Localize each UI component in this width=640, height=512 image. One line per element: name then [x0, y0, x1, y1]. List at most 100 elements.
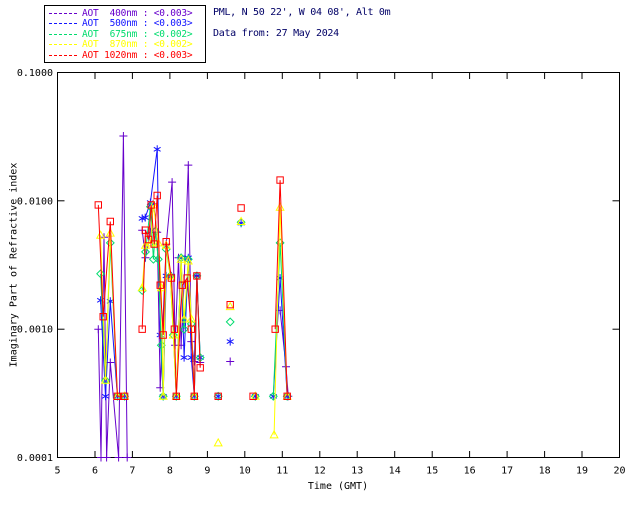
- x-tick-label: 5: [54, 466, 60, 477]
- triangle-marker: [176, 254, 186, 263]
- triangle-marker: [225, 301, 235, 311]
- square-marker: [172, 392, 180, 400]
- x-axis-title: Time (GMT): [307, 481, 369, 492]
- square-marker: [120, 392, 129, 400]
- triangle-marker: [275, 202, 285, 211]
- triangle-marker: [105, 228, 115, 237]
- square-marker: [113, 392, 122, 400]
- plus-marker: [123, 453, 132, 462]
- square-marker: [144, 235, 153, 244]
- diamond-marker: [213, 391, 223, 401]
- square-marker: [141, 226, 150, 234]
- x-tick-label: 19: [576, 466, 588, 477]
- square-marker: [94, 201, 102, 209]
- asterisk-marker: [187, 353, 195, 362]
- square-marker: [147, 201, 155, 209]
- triangle-marker: [183, 255, 193, 265]
- x-tick-label: 10: [239, 466, 251, 477]
- triangle-marker: [269, 429, 279, 439]
- square-marker: [153, 191, 161, 200]
- series-line: [97, 204, 125, 397]
- square-marker: [150, 240, 158, 248]
- plot-frame: [57, 72, 620, 458]
- asterisk-marker: [226, 337, 234, 346]
- legend-item-label: AOT 1020nm : <0.003>: [82, 49, 193, 61]
- diamond-marker: [112, 391, 122, 401]
- square-marker: [193, 272, 201, 280]
- diamond-marker: [275, 238, 285, 248]
- x-tick-label: 12: [314, 466, 326, 477]
- x-tick-label: 6: [92, 466, 98, 477]
- square-marker: [170, 325, 179, 333]
- legend-line-swatch: [49, 44, 77, 45]
- legend-item-aot-400nm: AOT 400nm : <0.003>: [49, 8, 202, 19]
- triangle-marker: [100, 375, 111, 384]
- y-tick-label: 0.0100: [17, 196, 53, 207]
- square-marker: [156, 281, 164, 289]
- square-marker: [276, 176, 284, 184]
- square-marker: [214, 392, 222, 400]
- diamond-marker: [100, 375, 111, 385]
- y-tick-label: 0.0010: [17, 325, 53, 336]
- x-tick-label: 15: [426, 466, 438, 477]
- series-aot-1020nm: [94, 176, 291, 400]
- legend-item-aot-675nm: AOT 675nm : <0.002>: [49, 29, 202, 40]
- square-marker: [187, 325, 195, 333]
- square-marker: [162, 238, 170, 246]
- square-marker: [271, 325, 279, 333]
- legend-line-swatch: [49, 33, 77, 35]
- plus-marker: [184, 161, 193, 170]
- x-tick-label: 7: [129, 466, 135, 477]
- x-tick-label: 14: [389, 466, 401, 477]
- square-marker: [159, 331, 167, 339]
- plus-marker: [102, 453, 111, 462]
- square-marker: [183, 274, 191, 282]
- square-marker: [283, 392, 291, 400]
- triangle-marker: [158, 391, 168, 400]
- x-tick-label: 13: [351, 466, 363, 477]
- series-line: [273, 207, 288, 435]
- legend-item-label: AOT 870nm : <0.002>: [82, 39, 193, 50]
- data-date: Data from: 27 May 2024: [213, 28, 339, 39]
- diamond-marker: [225, 317, 235, 327]
- diamond-marker: [179, 324, 189, 334]
- square-marker: [178, 281, 186, 289]
- legend-item-label: AOT 500nm : <0.003>: [82, 18, 193, 29]
- x-tick-label: 9: [204, 466, 210, 477]
- triangle-marker: [213, 437, 223, 447]
- legend-item-aot-1020nm: AOT 1020nm : <0.003>: [49, 49, 202, 61]
- diamond-marker: [140, 247, 151, 257]
- triangle-marker: [236, 216, 246, 225]
- x-tick-label: 8: [167, 466, 173, 477]
- y-tick-label: 0.0001: [17, 453, 53, 464]
- triangle-marker: [179, 313, 189, 323]
- x-tick-label: 17: [501, 466, 513, 477]
- series-line: [141, 195, 201, 397]
- square-marker: [167, 274, 176, 282]
- square-marker: [99, 313, 107, 321]
- plot-header: PML, N 50 22', W 04 08', Alt 0m Data fro…: [213, 6, 391, 48]
- diamond-marker: [250, 391, 260, 401]
- series-line: [141, 204, 195, 397]
- diamond-marker: [96, 269, 106, 279]
- series-line: [274, 180, 288, 397]
- square-marker: [249, 392, 257, 400]
- triangle-marker: [137, 282, 147, 292]
- asterisk-marker: [101, 392, 110, 401]
- square-marker: [196, 364, 204, 372]
- triangle-marker: [168, 329, 178, 339]
- plus-marker: [114, 453, 123, 462]
- diamond-marker: [268, 391, 278, 401]
- legend-line-swatch: [49, 23, 77, 24]
- legend-line-swatch: [49, 54, 77, 56]
- plus-marker: [94, 325, 103, 334]
- square-marker: [226, 301, 234, 309]
- x-tick-label: 11: [276, 466, 288, 477]
- x-tick-label: 20: [613, 466, 625, 477]
- legend-item-aot-870nm: AOT 870nm : <0.002>: [49, 39, 202, 50]
- square-marker: [106, 217, 114, 226]
- diamond-marker: [282, 391, 292, 401]
- station-info: PML, N 50 22', W 04 08', Alt 0m: [213, 7, 391, 18]
